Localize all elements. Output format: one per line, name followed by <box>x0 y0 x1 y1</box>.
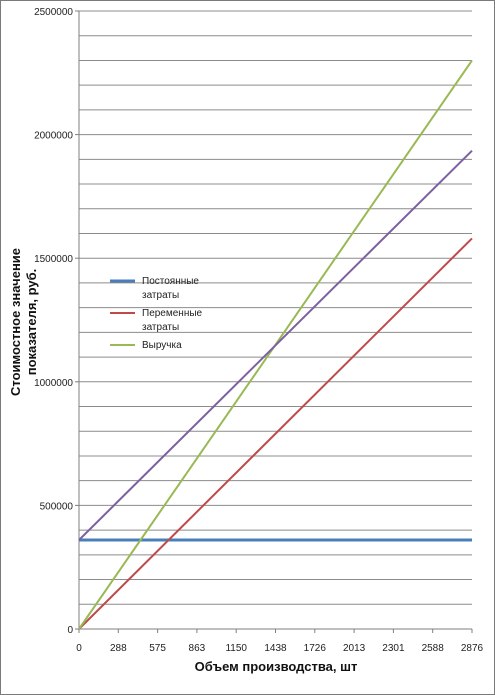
x-tick-label: 1438 <box>264 643 287 654</box>
x-tick-label: 863 <box>189 643 206 654</box>
legend-label-3: Выручка <box>142 340 182 351</box>
y-tick-label: 1500000 <box>34 254 73 265</box>
y-tick-label: 2000000 <box>34 131 73 142</box>
series-line-4 <box>78 149 473 541</box>
legend-label-2: затраты <box>142 322 179 333</box>
x-tick-label: 1150 <box>225 643 247 654</box>
axis-layer <box>75 10 473 633</box>
x-tick-label: 1726 <box>304 643 327 654</box>
tick-label-layer: 0 500000 1000000 1500000 2000000 2500000 0 288 5… <box>34 7 483 654</box>
legend: Постоянные затраты Переменные затраты Выручк… <box>110 276 203 351</box>
y-axis-title-line-1: Стоимостное значение <box>8 248 23 396</box>
legend-label-1: Постоянные <box>142 276 199 287</box>
x-tick-label: 2301 <box>382 643 405 654</box>
legend-label-2: Переменные <box>142 308 203 319</box>
grid-layer <box>79 10 472 605</box>
y-tick-label: 1000000 <box>34 378 73 389</box>
series-layer <box>78 59 473 630</box>
legend-label-1: затраты <box>142 290 179 301</box>
y-tick-label: 0 <box>67 625 73 636</box>
x-tick-label: 2013 <box>343 643 366 654</box>
y-axis-title-group: Стоимостное значение показателя, руб. <box>8 248 39 396</box>
x-tick-label: 2876 <box>461 643 484 654</box>
y-tick-label: 2500000 <box>34 7 73 18</box>
x-tick-label: 2588 <box>422 643 445 654</box>
x-axis-title: Объем производства, шт <box>195 659 358 674</box>
series-line-2 <box>78 237 473 630</box>
x-tick-label: 288 <box>110 643 127 654</box>
x-tick-label: 575 <box>149 643 166 654</box>
x-tick-label: 0 <box>76 643 82 654</box>
y-axis-title-line-2: показателя, руб. <box>24 269 39 376</box>
y-tick-label: 500000 <box>40 501 74 512</box>
